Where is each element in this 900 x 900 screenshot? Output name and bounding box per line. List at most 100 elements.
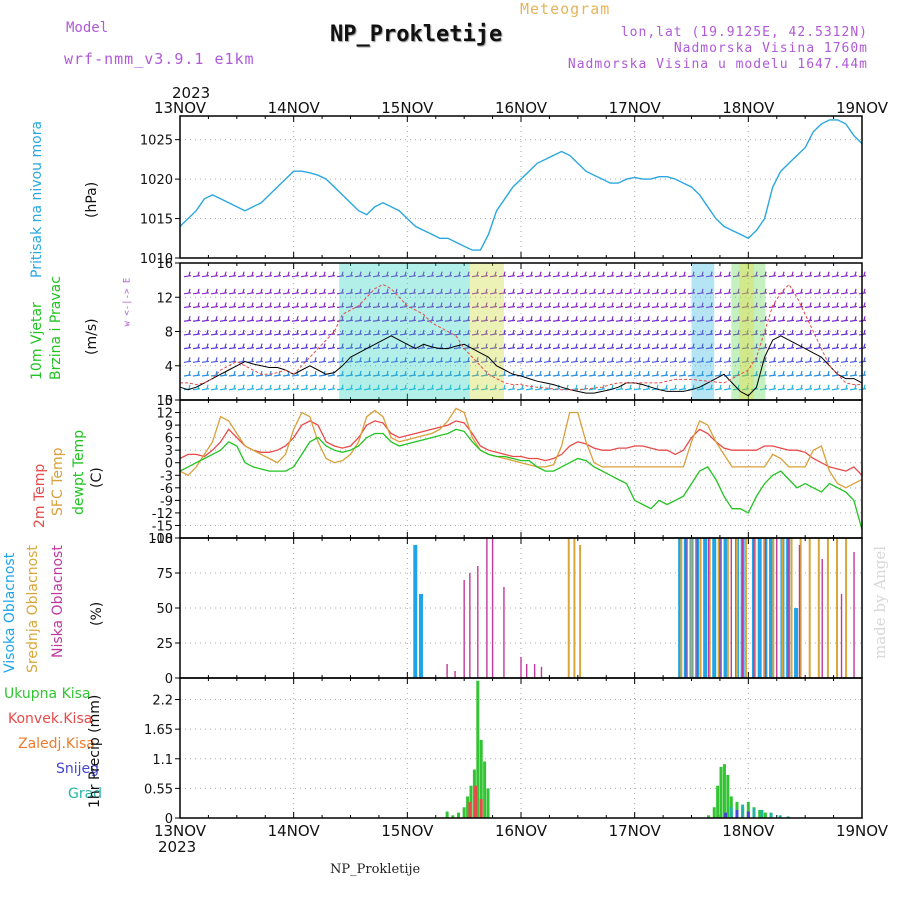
cloud-bar-mid [817,538,820,678]
y-tick-label: 50 [156,602,173,617]
cloud-bar-low [764,538,767,678]
precip-bar-grad [741,804,745,818]
y-tick-label: 1.1 [152,753,173,768]
cloud-bar-mid [699,538,702,678]
y-tick-label: 1015 [140,213,173,228]
time-label-top: 16NOV [495,99,548,117]
cloud-bar-low [486,538,488,678]
y-tick-label: 4 [165,360,173,375]
cloud-bar-low [446,664,448,678]
precip-bar-rain [451,815,455,818]
time-label-bottom: 16NOV [495,822,548,840]
precip-bar-grad [752,808,756,818]
precip-legend-conv: Konvek.Kisa [8,711,93,727]
precip-bar-rain [719,766,723,818]
wind-strong-band [691,263,715,400]
cloud-bar-high [418,594,423,678]
precip-bar-snow [746,811,750,818]
cloud-bar-low [540,666,543,678]
y-tick-label: -6 [160,482,173,497]
y-tick-label: 100 [148,532,173,547]
cloud-bar-mid [781,538,784,678]
precip-bar-conv [474,785,478,818]
cloud-bar-low [533,664,536,678]
cloud-bar-low [730,538,732,678]
precip-bar-rain [722,764,726,818]
y-tick-label: 12 [156,291,173,306]
time-label-top: 14NOV [268,99,321,117]
y-tick-label: 6 [165,432,173,447]
y-tick-label: -18 [152,532,173,547]
precip-bar-rain [746,801,750,818]
panel-frame [179,677,863,819]
precip-bar-rain [445,811,449,818]
cloud-bar-low [491,538,494,678]
wind-gust-line [180,283,862,391]
y-tick-label: 1.65 [144,723,173,738]
wind-arrow-row [183,316,867,322]
precip-bar-rain [466,796,470,818]
y-tick-label: -12 [152,507,173,522]
panel-frame [179,115,863,259]
cloud-bar-low [477,566,479,678]
y-tick-label: 2.2 [152,694,173,709]
cloud-bar-mid [717,538,720,678]
wind-arrow-row [183,302,867,309]
footer-title: NP_Prokletije [330,862,421,877]
precip-bar-rain [763,812,767,818]
cloud-bar-low [469,573,471,678]
time-label-bottom: 14NOV [268,822,321,840]
precip-bar-conv [468,801,472,818]
cloud-bar-mid [772,538,775,678]
cloud-bar-high [794,608,799,678]
precip-bar-rain [716,785,720,818]
y-tick-label: 15 [156,394,173,409]
wind-strong-band [469,263,504,400]
cloud-bar-mid [826,538,829,678]
time-label-top: 18NOV [722,99,775,117]
time-label-bottom: 17NOV [609,822,662,840]
model-label: Model [66,20,109,36]
cloud-bar-low [798,545,801,678]
year-top: 2023 [172,84,211,102]
cloud-bar-low [454,671,456,678]
model-altitude-text: Nadmorska Visina u modelu 1647.44m [567,57,868,72]
cloud-bar-mid [808,538,811,678]
cloud-bar-low [787,538,789,678]
cloud-bar-mid [708,538,711,678]
cloud-bar-low [753,538,755,678]
cloud-bar-mid [799,538,802,678]
time-label-bottom: 18NOV [722,822,775,840]
cloud-bar-high [769,538,774,678]
temp-sfc-line [179,407,863,489]
wind-strong-band [339,263,470,400]
precip-bar-rain [483,761,487,818]
year-bottom: 2023 [158,838,197,856]
coords-text: lon,lat (19.9125E, 42.5312N) [620,25,868,40]
cloud-bar-low [525,664,528,678]
cloud-bar-mid [573,538,576,678]
cloud-bar-mid [567,538,570,678]
cloud-bar-low [840,594,843,678]
time-label-top: 19NOV [836,99,889,117]
precip-bar-grad [729,807,733,818]
cloud-bar-low [741,538,744,678]
cloud-bar-low [520,657,522,678]
temp-2m-line [179,420,863,476]
precip-bar-rain [707,815,711,818]
wind-arrow-row [183,271,867,278]
cloud-bar-mid [735,538,738,678]
y-tick-label: 0.55 [144,782,173,797]
precip-bar-rain [462,807,466,818]
y-tick-label: 1010 [140,252,173,267]
cloud-bar-low [719,538,721,678]
meteogram-subtitle: Meteogram [520,0,611,18]
y-tick-label: 25 [156,637,173,652]
wind-arrow-row [183,357,867,363]
time-label-bottom: 19NOV [836,822,889,840]
cloud-bar-mid [835,538,838,678]
cloud-bar-mid [680,538,683,678]
cloud-bar-low [853,552,855,678]
time-label-bottom: 15NOV [381,822,434,840]
